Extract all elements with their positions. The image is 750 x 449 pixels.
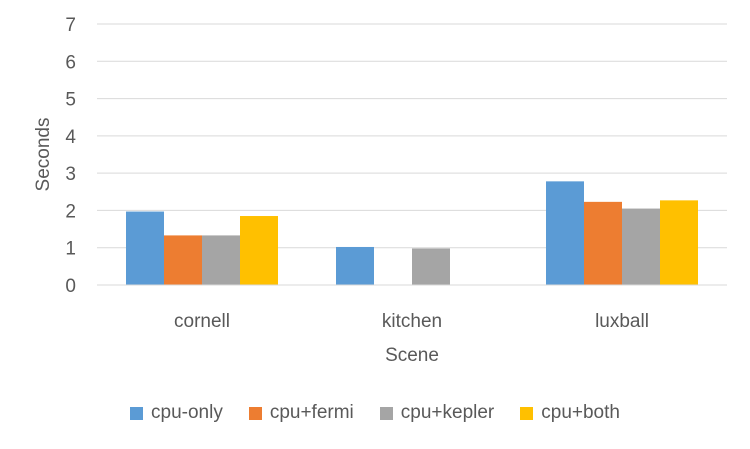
x-tick-label: kitchen [382, 311, 442, 332]
gridlines [97, 23, 727, 249]
legend-item: cpu+both [520, 402, 620, 424]
bar-cpu+kepler-cornell [202, 235, 240, 285]
y-tick-label: 1 [65, 239, 76, 260]
y-tick-label: 4 [65, 127, 76, 148]
legend-swatch [248, 406, 262, 420]
legend-label: cpu+kepler [400, 402, 495, 423]
y-axis-title: Seconds [33, 118, 54, 192]
legend-label: cpu+both [541, 402, 620, 423]
bar-cpu-only-luxball [546, 181, 584, 285]
legend-label: cpu-only [151, 402, 223, 423]
x-tick-label: luxball [595, 311, 649, 332]
bar-cpu+both-luxball [660, 200, 698, 285]
legend: cpu-only cpu+fermi cpu+kepler cpu+both [0, 398, 750, 428]
bar-cpu-only-kitchen [336, 246, 374, 285]
legend-swatch [520, 406, 534, 420]
y-tick-label: 5 [65, 90, 76, 111]
legend-swatch [379, 406, 393, 420]
bar-cpu+fermi-cornell [164, 235, 202, 285]
legend-label: cpu+fermi [269, 402, 354, 423]
y-tick-label: 7 [65, 15, 76, 36]
y-tick-label: 0 [65, 276, 76, 297]
bar-cpu-only-cornell [126, 211, 164, 285]
x-axis-ticks: cornell kitchen luxball [174, 311, 649, 332]
legend-item: cpu+fermi [248, 402, 354, 424]
bars [126, 181, 698, 285]
x-tick-label: cornell [174, 311, 230, 332]
bar-cpu+kepler-luxball [622, 208, 660, 285]
bar-cpu+both-cornell [240, 216, 278, 285]
y-axis-ticks: 0 1 2 3 4 5 6 7 [65, 15, 76, 297]
legend-item: cpu-only [130, 402, 223, 424]
y-tick-label: 6 [65, 52, 76, 73]
legend-item: cpu+kepler [379, 402, 495, 424]
bar-cpu+kepler-kitchen [412, 248, 450, 285]
y-tick-label: 3 [65, 164, 76, 185]
bar-cpu+fermi-luxball [584, 201, 622, 285]
legend-swatch [130, 406, 143, 420]
x-axis-title: Scene [385, 345, 439, 366]
y-tick-label: 2 [65, 201, 76, 222]
